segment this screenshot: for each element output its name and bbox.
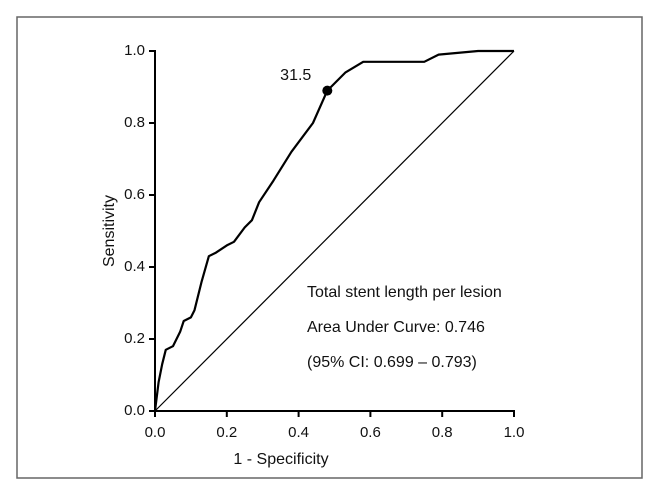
x-tick-label: 0.8 (432, 424, 453, 441)
y-tick-label: 0.2 (124, 330, 145, 347)
annotation: Area Under Curve: 0.746 (307, 319, 485, 336)
x-tick-label: 0.2 (216, 424, 237, 441)
annotation: (95% CI: 0.699 – 0.793) (307, 354, 477, 371)
y-tick-label: 1.0 (124, 42, 145, 59)
cutoff-point (322, 85, 333, 96)
x-tick-label: 1.0 (504, 424, 525, 441)
roc-curve (153, 49, 514, 412)
x-axis-label: 1 - Specificity (233, 451, 328, 468)
x-tick-label: 0.0 (145, 424, 166, 441)
cutoff-label: 31.5 (280, 67, 311, 84)
x-tick-label: 0.4 (288, 424, 309, 441)
annotation: Total stent length per lesion (307, 284, 502, 301)
x-tick-label: 0.6 (360, 424, 381, 441)
y-tick-label: 0.8 (124, 114, 145, 131)
reference-line (154, 50, 515, 412)
y-axis-label: Sensitivity (101, 195, 118, 267)
frame (16, 16, 643, 479)
y-tick-label: 0.6 (124, 186, 145, 203)
y-tick-label: 0.0 (124, 402, 145, 419)
y-tick-label: 0.4 (124, 258, 145, 275)
